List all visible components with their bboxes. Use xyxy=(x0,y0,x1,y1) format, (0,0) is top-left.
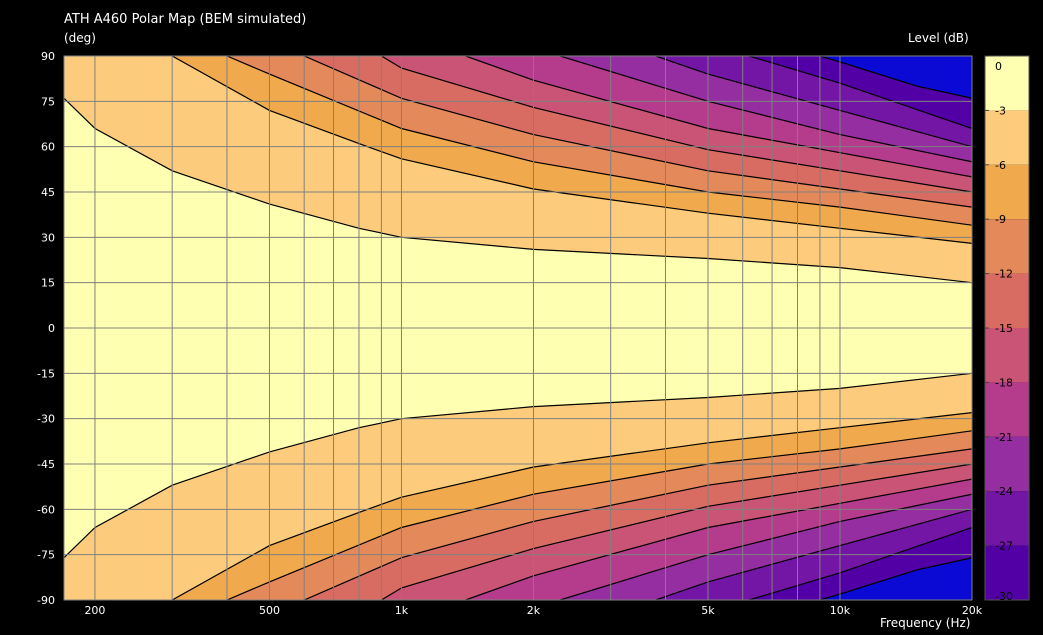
contour-line-lower-5 xyxy=(381,463,972,600)
colorbar-swatch xyxy=(985,110,1029,165)
band-fill-upper-10 xyxy=(819,56,972,99)
contour-line-lower-7 xyxy=(559,493,972,600)
colorbar-tick-label: -24 xyxy=(995,485,1013,498)
y-tick-label: -15 xyxy=(37,367,55,380)
chart-title: ATH A460 Polar Map (BEM simulated) xyxy=(64,12,307,27)
colorbar-swatch xyxy=(985,328,1029,383)
contour-line-upper-7 xyxy=(559,56,972,163)
y-tick-label: 75 xyxy=(41,95,55,108)
y-tick-label: -60 xyxy=(37,503,55,516)
x-tick-label: 2k xyxy=(527,604,541,617)
colorbar-tick-label: -12 xyxy=(995,268,1013,281)
plot-frame xyxy=(63,55,973,601)
y-tick-label: 30 xyxy=(41,231,55,244)
colorbar-tick-label: -21 xyxy=(995,431,1013,444)
colorbar-swatch xyxy=(985,219,1029,274)
colorbar-tick-label: 0 xyxy=(995,60,1002,73)
y-tick-label: 45 xyxy=(41,186,55,199)
colorbar-swatch xyxy=(985,545,1029,600)
colorbar-tick-label: -15 xyxy=(995,322,1013,335)
contour-line-upper-5 xyxy=(381,56,972,193)
y-tick-label: -75 xyxy=(37,549,55,562)
colorbar-swatch xyxy=(985,382,1029,437)
x-tick-label: 1k xyxy=(395,604,409,617)
colorbar-swatch xyxy=(985,436,1029,492)
contour-line-lower-2 xyxy=(171,412,972,600)
contour-line-upper-10 xyxy=(819,56,972,99)
colorbar-tick-label: -6 xyxy=(995,159,1006,172)
x-axis-label: Frequency (Hz) xyxy=(880,616,971,630)
x-tick-label: 200 xyxy=(84,604,105,617)
contour-line-lower-1 xyxy=(64,372,972,559)
colorbar xyxy=(984,55,1030,601)
contour-line-upper-8 xyxy=(655,56,972,148)
y-tick-label: -90 xyxy=(37,594,55,607)
contour-line-lower-10 xyxy=(819,557,972,600)
contour-line-lower-8 xyxy=(655,508,972,600)
colorbar-tick-label: -30 xyxy=(995,590,1013,603)
band-fill-lower-10 xyxy=(819,557,972,600)
x-tick-label: 20k xyxy=(962,604,983,617)
y-axis-label: (deg) xyxy=(64,31,96,45)
colorbar-swatch xyxy=(985,56,1029,111)
y-tick-label: -30 xyxy=(37,413,55,426)
x-tick-label: 10k xyxy=(830,604,851,617)
colorbar-swatch xyxy=(985,273,1029,328)
colorbar-swatch xyxy=(985,164,1029,220)
colorbar-label: Level (dB) xyxy=(908,31,969,45)
x-tick-label: 500 xyxy=(259,604,280,617)
colorbar-tick-label: -27 xyxy=(995,540,1013,553)
y-tick-label: -45 xyxy=(37,458,55,471)
y-tick-label: 15 xyxy=(41,277,55,290)
colorbar-tick-label: -18 xyxy=(995,376,1013,389)
colorbar-tick-label: -9 xyxy=(995,213,1006,226)
y-tick-label: 0 xyxy=(48,322,55,335)
x-tick-label: 5k xyxy=(701,604,715,617)
contour-line-upper-1 xyxy=(64,97,972,284)
colorbar-swatch xyxy=(985,491,1029,546)
grid xyxy=(63,55,973,601)
contour-line-upper-2 xyxy=(171,56,972,244)
colorbar-tick-label: -3 xyxy=(995,104,1006,117)
y-tick-label: 60 xyxy=(41,141,55,154)
y-tick-label: 90 xyxy=(41,50,55,63)
